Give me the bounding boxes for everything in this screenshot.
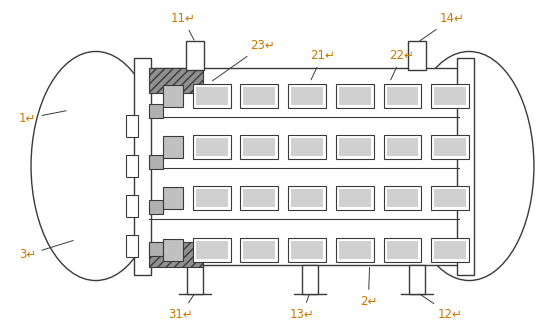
Bar [193, 186, 231, 210]
Bar [148, 155, 164, 169]
Bar [240, 84, 278, 108]
Bar [336, 186, 374, 210]
Bar [197, 138, 228, 156]
Bar [386, 241, 418, 259]
Bar [291, 241, 323, 259]
Bar [386, 189, 418, 207]
Bar [164, 136, 184, 158]
Bar [148, 242, 203, 266]
Bar [125, 155, 138, 177]
Bar [336, 84, 374, 108]
Bar [148, 69, 459, 264]
Bar [243, 241, 275, 259]
Bar [240, 238, 278, 262]
Bar [164, 85, 184, 107]
Bar [339, 138, 371, 156]
Bar [435, 87, 466, 105]
Bar [409, 264, 426, 294]
Bar [339, 87, 371, 105]
Bar [186, 41, 204, 71]
Bar [336, 135, 374, 159]
Bar [291, 138, 323, 156]
Bar [431, 238, 469, 262]
Bar [193, 84, 231, 108]
Bar [435, 138, 466, 156]
Bar [339, 189, 371, 207]
Bar [435, 189, 466, 207]
Text: 31↵: 31↵ [169, 295, 194, 321]
Bar [148, 69, 203, 93]
Bar [431, 186, 469, 210]
Bar [243, 87, 275, 105]
Bar [240, 135, 278, 159]
Bar [288, 135, 326, 159]
Bar [288, 186, 326, 210]
Bar [148, 104, 164, 118]
Bar [458, 58, 474, 275]
Bar [125, 115, 138, 137]
Bar [197, 241, 228, 259]
Bar [125, 235, 138, 257]
Bar [134, 58, 151, 275]
Bar [431, 84, 469, 108]
Text: 11↵: 11↵ [170, 12, 195, 40]
Text: 14↵: 14↵ [419, 12, 464, 41]
Bar [188, 264, 203, 294]
Bar [386, 87, 418, 105]
Bar [291, 189, 323, 207]
Text: 1↵: 1↵ [19, 111, 66, 125]
Bar [164, 239, 184, 261]
Bar [148, 242, 164, 256]
Text: 23↵: 23↵ [213, 39, 275, 81]
Bar [384, 84, 422, 108]
Text: 13↵: 13↵ [290, 295, 315, 321]
Bar [193, 238, 231, 262]
Bar [435, 241, 466, 259]
Text: 2↵: 2↵ [360, 267, 377, 308]
Bar [193, 135, 231, 159]
Bar [384, 135, 422, 159]
Bar [125, 195, 138, 217]
Bar [291, 87, 323, 105]
Bar [288, 238, 326, 262]
Text: 22↵: 22↵ [390, 49, 414, 80]
Bar [336, 238, 374, 262]
Bar [339, 241, 371, 259]
Bar [243, 138, 275, 156]
Bar [197, 87, 228, 105]
Bar [197, 189, 228, 207]
Bar [164, 187, 184, 209]
Text: 3↵: 3↵ [19, 241, 73, 261]
Bar [384, 238, 422, 262]
Bar [384, 186, 422, 210]
Text: 12↵: 12↵ [420, 294, 462, 321]
Bar [243, 189, 275, 207]
Bar [408, 41, 426, 71]
Bar [240, 186, 278, 210]
Text: 21↵: 21↵ [310, 49, 335, 80]
Bar [386, 138, 418, 156]
Bar [148, 200, 164, 214]
Bar [302, 264, 318, 294]
Bar [431, 135, 469, 159]
Bar [288, 84, 326, 108]
